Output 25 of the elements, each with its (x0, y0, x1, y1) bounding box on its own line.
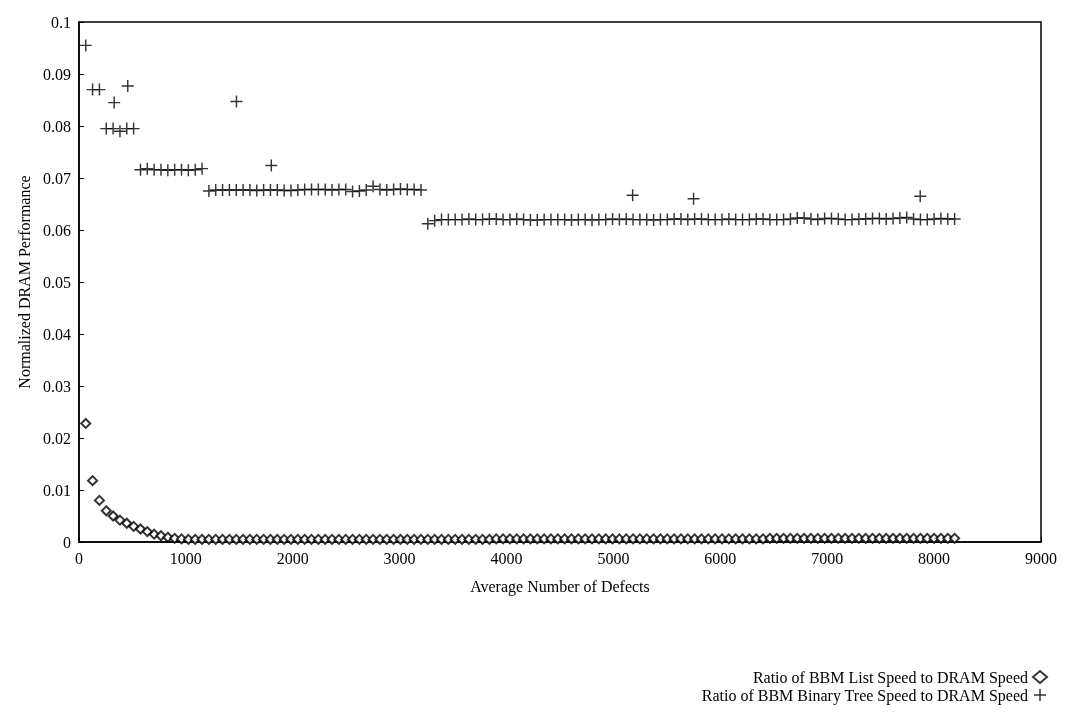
y-tick-label: 0.08 (42, 117, 71, 135)
x-tick-label: 5000 (597, 549, 630, 567)
x-tick-label: 7000 (811, 549, 844, 567)
x-tick-label: 4000 (490, 549, 523, 567)
x-tick-label: 1000 (169, 549, 202, 567)
y-tick-label: 0.02 (42, 429, 71, 447)
legend-label: Ratio of BBM List Speed to DRAM Speed (752, 668, 1028, 687)
y-tick-label: 0.01 (42, 481, 71, 499)
y-tick-label: 0 (62, 533, 71, 551)
x-tick-label: 8000 (918, 549, 951, 567)
y-tick-label: 0.05 (42, 273, 71, 291)
y-tick-label: 0.04 (42, 325, 71, 343)
x-tick-label: 9000 (1025, 549, 1057, 567)
y-tick-label: 0.06 (42, 221, 71, 239)
x-tick-label: 0 (74, 549, 83, 567)
y-tick-label: 0.07 (42, 169, 71, 187)
y-tick-label: 0.1 (50, 13, 71, 31)
y-tick-label: 0.03 (42, 377, 71, 395)
x-tick-label: 6000 (704, 549, 737, 567)
x-tick-label: 2000 (276, 549, 309, 567)
x-axis-title: Average Number of Defects (470, 577, 650, 596)
y-axis-title: Normalized DRAM Performance (15, 175, 33, 389)
legend-label: Ratio of BBM Binary Tree Speed to DRAM Speed (701, 686, 1028, 705)
y-tick-label: 0.09 (42, 65, 71, 83)
x-tick-label: 3000 (383, 549, 416, 567)
